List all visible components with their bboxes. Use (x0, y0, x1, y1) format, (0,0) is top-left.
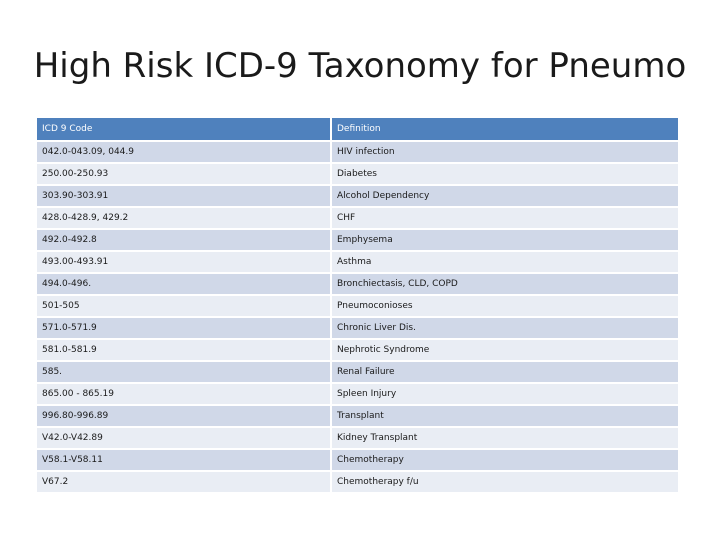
definition-cell: Chemotherapy f/u (332, 472, 678, 494)
table-row: 492.0-492.8 Emphysema (37, 230, 678, 252)
table-row: 501-505 Pneumoconioses (37, 296, 678, 318)
definition-cell: CHF (332, 208, 678, 230)
table-body: 042.0-043.09, 044.9 HIV infection 250.00-2… (37, 142, 678, 494)
header-icd-code: ICD 9 Code (37, 118, 332, 142)
table-row: 581.0-581.9 Nephrotic Syndrome (37, 340, 678, 362)
table-row: 494.0-496. Bronchiectasis, CLD, COPD (37, 274, 678, 296)
icd-table: ICD 9 Code Definition 042.0-043.09, 044.… (37, 118, 678, 494)
table-row: 250.00-250.93 Diabetes (37, 164, 678, 186)
table-header-row: ICD 9 Code Definition (37, 118, 678, 142)
definition-cell: Renal Failure (332, 362, 678, 384)
slide-title: High Risk ICD-9 Taxonomy for Pneumo (33, 46, 687, 86)
definition-cell: Chemotherapy (332, 450, 678, 472)
table-row: 493.00-493.91 Asthma (37, 252, 678, 274)
definition-cell: Spleen Injury (332, 384, 678, 406)
table-row: 303.90-303.91 Alcohol Dependency (37, 186, 678, 208)
table-row: V58.1-V58.11 Chemotherapy (37, 450, 678, 472)
definition-cell: Kidney Transplant (332, 428, 678, 450)
definition-cell: Asthma (332, 252, 678, 274)
icd-code-cell: 996.80-996.89 (37, 406, 332, 428)
icd-code-cell: 494.0-496. (37, 274, 332, 296)
icd-code-cell: V58.1-V58.11 (37, 450, 332, 472)
definition-cell: HIV infection (332, 142, 678, 164)
table-row: 996.80-996.89 Transplant (37, 406, 678, 428)
icd-code-cell: 492.0-492.8 (37, 230, 332, 252)
icd-code-cell: 501-505 (37, 296, 332, 318)
definition-cell: Chronic Liver Dis. (332, 318, 678, 340)
icd-code-cell: 250.00-250.93 (37, 164, 332, 186)
icd-code-cell: 571.0-571.9 (37, 318, 332, 340)
definition-cell: Alcohol Dependency (332, 186, 678, 208)
table-row: 042.0-043.09, 044.9 HIV infection (37, 142, 678, 164)
table-row: V67.2 Chemotherapy f/u (37, 472, 678, 494)
definition-cell: Transplant (332, 406, 678, 428)
definition-cell: Nephrotic Syndrome (332, 340, 678, 362)
icd-code-cell: 865.00 - 865.19 (37, 384, 332, 406)
definition-cell: Diabetes (332, 164, 678, 186)
definition-cell: Pneumoconioses (332, 296, 678, 318)
icd-code-cell: 585. (37, 362, 332, 384)
table-row: 585. Renal Failure (37, 362, 678, 384)
icd-code-cell: V42.0-V42.89 (37, 428, 332, 450)
definition-cell: Emphysema (332, 230, 678, 252)
header-definition: Definition (332, 118, 678, 142)
table-row: 428.0-428.9, 429.2 CHF (37, 208, 678, 230)
icd-code-cell: 428.0-428.9, 429.2 (37, 208, 332, 230)
icd-code-cell: 303.90-303.91 (37, 186, 332, 208)
icd-code-cell: 493.00-493.91 (37, 252, 332, 274)
table-row: V42.0-V42.89 Kidney Transplant (37, 428, 678, 450)
table-row: 571.0-571.9 Chronic Liver Dis. (37, 318, 678, 340)
icd-code-cell: V67.2 (37, 472, 332, 494)
icd-code-cell: 581.0-581.9 (37, 340, 332, 362)
icd-code-cell: 042.0-043.09, 044.9 (37, 142, 332, 164)
definition-cell: Bronchiectasis, CLD, COPD (332, 274, 678, 296)
table-row: 865.00 - 865.19 Spleen Injury (37, 384, 678, 406)
